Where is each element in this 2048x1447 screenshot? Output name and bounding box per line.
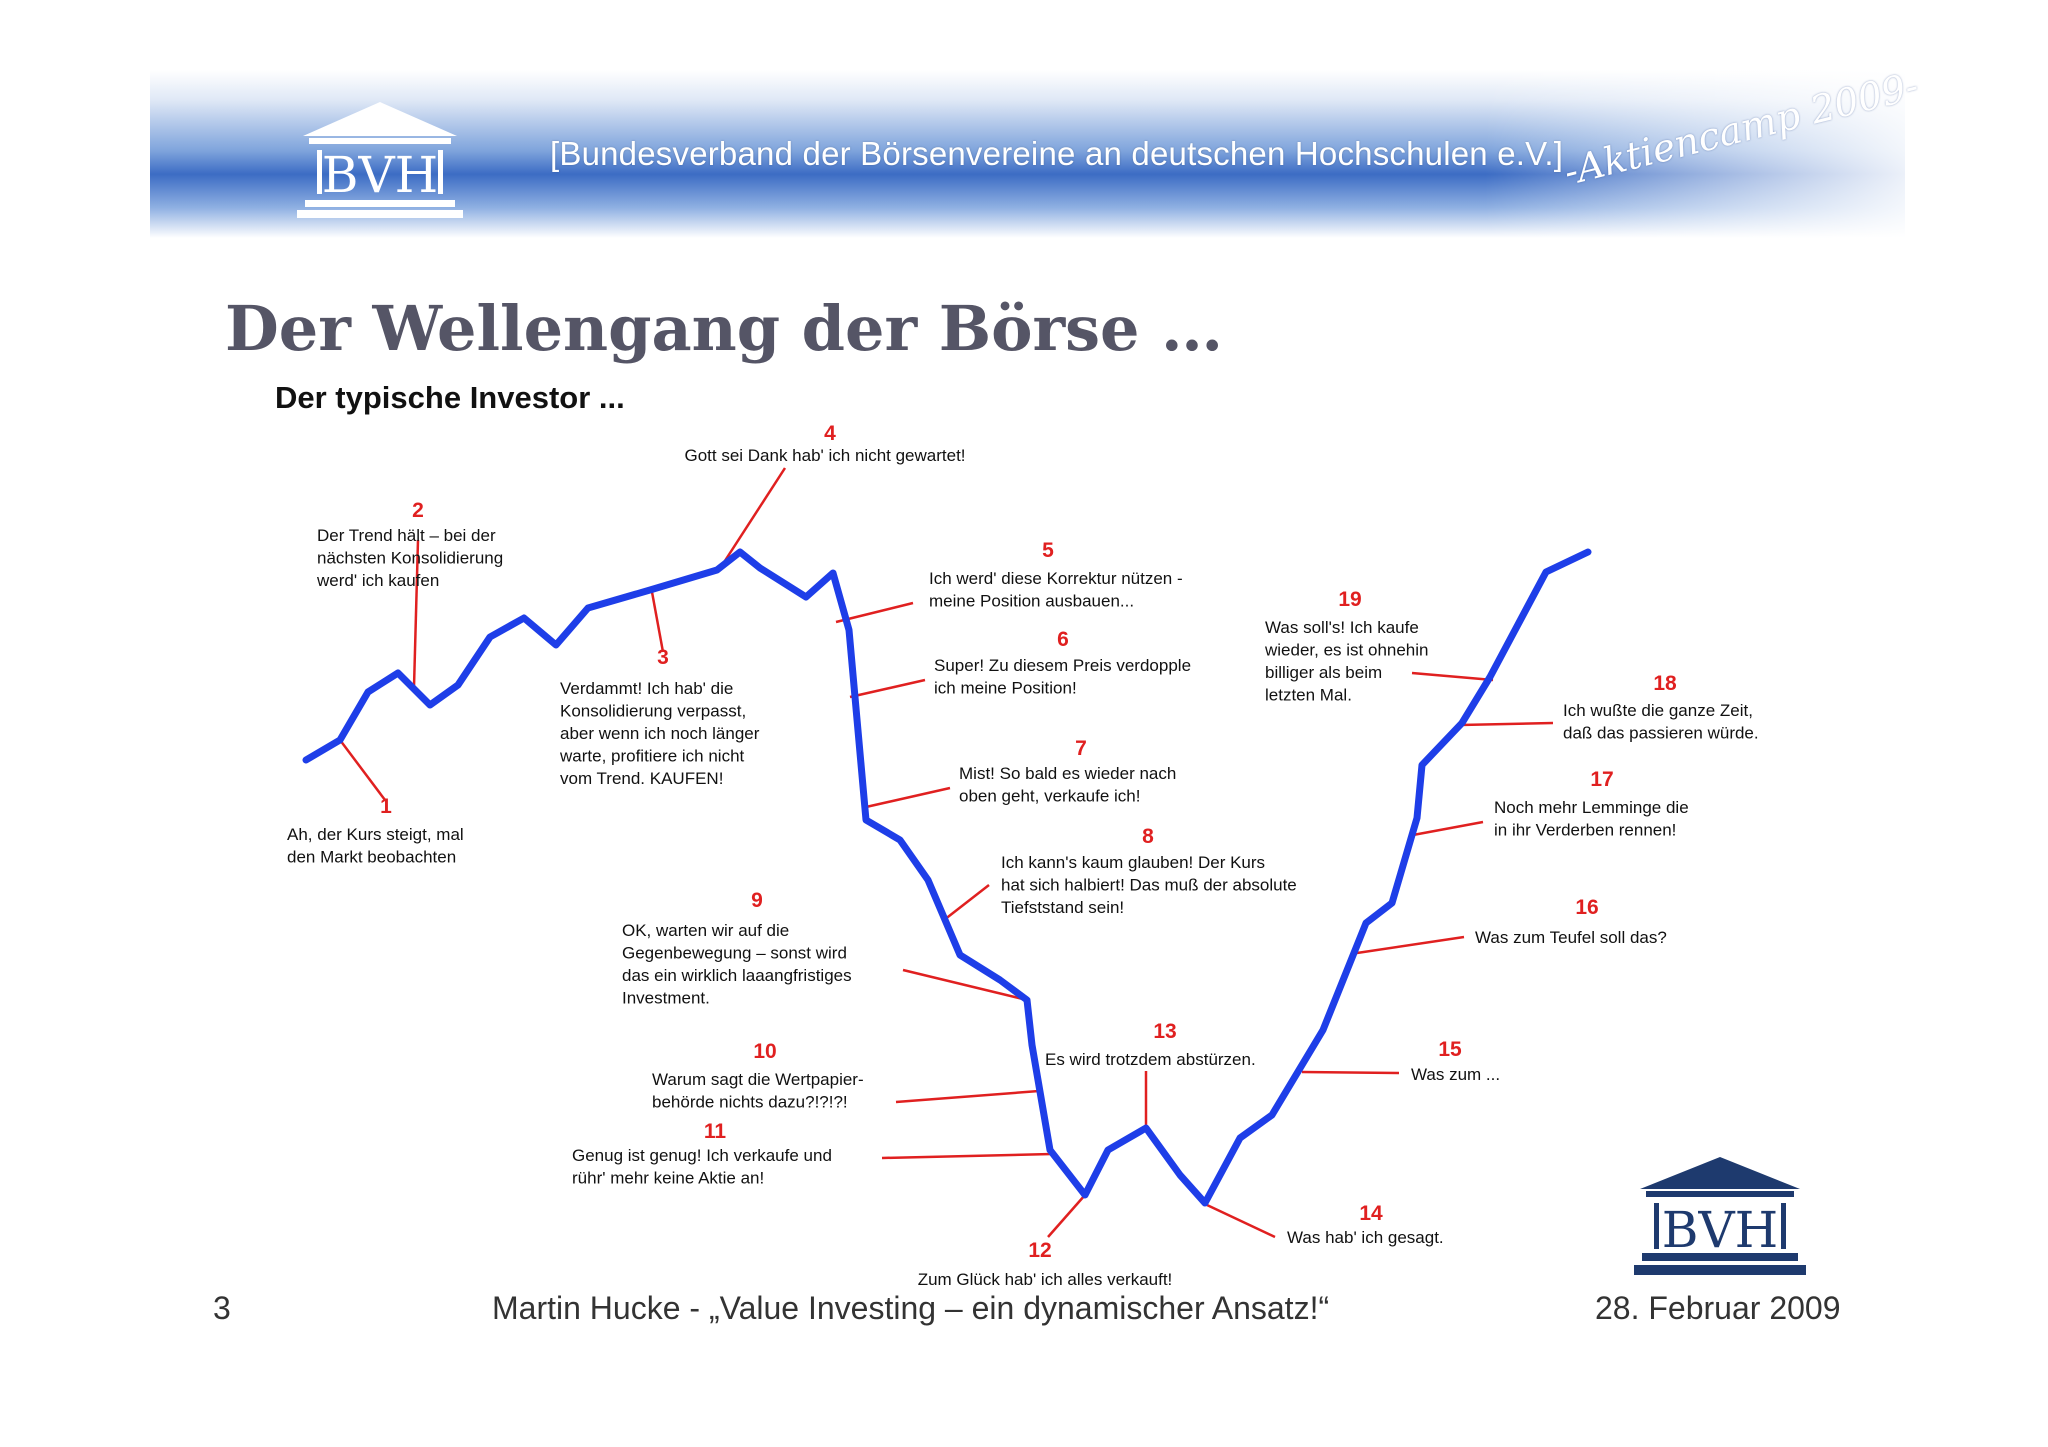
callout-line-8 bbox=[943, 884, 990, 921]
chart-panel bbox=[265, 380, 1865, 1292]
annotation-number-9: 9 bbox=[751, 889, 763, 912]
callout-line-17 bbox=[1412, 820, 1484, 837]
presentation-date: 28. Februar 2009 bbox=[1595, 1290, 1841, 1326]
bvh-logo-text: BVH bbox=[322, 146, 438, 204]
callout-line-18 bbox=[1459, 721, 1554, 727]
annotation-text-16: Was zum Teufel soll das? bbox=[1475, 928, 1667, 947]
bvh-logo-icon: BVH bbox=[297, 102, 463, 218]
callout-line-7 bbox=[865, 786, 951, 809]
annotation-text-18: Ich wußte die ganze Zeit, daß das passier… bbox=[1563, 701, 1759, 743]
callout-line-12 bbox=[1047, 1194, 1086, 1238]
annotation-number-4: 4 bbox=[824, 422, 836, 445]
annotation-number-17: 17 bbox=[1590, 768, 1613, 791]
annotation-text-14: Was hab' ich gesagt. bbox=[1287, 1228, 1444, 1247]
callout-line-10 bbox=[895, 1089, 1040, 1104]
annotation-number-12: 12 bbox=[1028, 1239, 1051, 1262]
page-title: Der Wellengang der Börse … bbox=[225, 292, 1224, 365]
callout-line-1 bbox=[339, 739, 386, 801]
annotation-number-2: 2 bbox=[412, 499, 424, 522]
annotation-number-11: 11 bbox=[704, 1120, 727, 1143]
annotation-number-13: 13 bbox=[1153, 1020, 1176, 1043]
annotation-text-7: Mist! So bald es wieder nach oben geht, v… bbox=[959, 764, 1176, 806]
callout-line-15 bbox=[1301, 1070, 1400, 1075]
org-name: [Bundesverband der Börsenvereine an deut… bbox=[550, 135, 1564, 172]
annotation-text-19: Was soll's! Ich kaufe wieder, es ist ohne… bbox=[1264, 618, 1429, 705]
annotation-text-13: Es wird trotzdem abstürzen. bbox=[1045, 1050, 1256, 1069]
annotation-text-1: Ah, der Kurs steigt, mal den Markt beobac… bbox=[287, 825, 464, 867]
annotation-number-3: 3 bbox=[657, 646, 669, 669]
annotation-number-19: 19 bbox=[1338, 588, 1361, 611]
callout-line-3 bbox=[650, 591, 665, 653]
callout-line-4 bbox=[717, 467, 787, 571]
annotation-text-3: Verdammt! Ich hab' die Konsolidierung ver… bbox=[559, 679, 760, 788]
annotation-number-6: 6 bbox=[1057, 628, 1069, 651]
annotation-number-16: 16 bbox=[1575, 896, 1598, 919]
annotation-text-10: Warum sagt die Wertpapier-behörde nichts… bbox=[652, 1070, 864, 1112]
annotation-text-12: Zum Glück hab' ich alles verkauft! bbox=[918, 1270, 1173, 1289]
callout-line-14 bbox=[1206, 1203, 1276, 1239]
annotation-text-4: Gott sei Dank hab' ich nicht gewartet! bbox=[684, 446, 965, 465]
annotation-text-17: Noch mehr Lemminge die in ihr Verderben r… bbox=[1494, 798, 1689, 840]
annotation-text-5: Ich werd' diese Korrektur nützen -meine … bbox=[929, 569, 1183, 611]
annotation-text-2: Der Trend hält – bei der nächsten Konsoli… bbox=[316, 526, 503, 590]
callout-line-19 bbox=[1411, 671, 1494, 682]
callout-line-9 bbox=[902, 968, 1028, 1002]
bvh-logo-bottom-icon: BVH bbox=[1634, 1157, 1806, 1275]
annotation-number-10: 10 bbox=[753, 1040, 776, 1063]
annotation-number-14: 14 bbox=[1359, 1202, 1383, 1225]
annotation-number-15: 15 bbox=[1438, 1038, 1462, 1061]
annotation-number-1: 1 bbox=[380, 795, 392, 818]
price-curve bbox=[302, 548, 1592, 1207]
annotation-number-8: 8 bbox=[1142, 825, 1154, 848]
callout-line-2 bbox=[412, 539, 420, 688]
callout-lines bbox=[339, 467, 1554, 1239]
presenter-line: Martin Hucke - „Value Investing – ein dy… bbox=[492, 1290, 1330, 1326]
callout-line-16 bbox=[1356, 935, 1465, 955]
page-number: 3 bbox=[213, 1290, 231, 1326]
annotation-text-15: Was zum ... bbox=[1411, 1065, 1500, 1084]
callout-line-6 bbox=[849, 678, 926, 699]
callout-line-11 bbox=[881, 1152, 1053, 1160]
annotation-number-5: 5 bbox=[1042, 539, 1054, 562]
annotation-text-6: Super! Zu diesem Preis verdopple ich mein… bbox=[934, 656, 1191, 698]
annotation-text-9: OK, warten wir auf die Gegenbewegung – so… bbox=[622, 921, 852, 1008]
annotation-text-8: Ich kann's kaum glauben! Der Kurs hat sic… bbox=[1001, 853, 1297, 917]
bvh-logo-bottom-text: BVH bbox=[1662, 1201, 1778, 1259]
annotation-number-18: 18 bbox=[1653, 672, 1677, 695]
annotation-labels: 1 Ah, der Kurs steigt, mal den Markt beoba… bbox=[287, 422, 1759, 1289]
annotation-text-11: Genug ist genug! Ich verkaufe und rühr' m… bbox=[572, 1146, 832, 1188]
annotation-number-7: 7 bbox=[1075, 737, 1087, 760]
chart-subtitle: Der typische Investor ... bbox=[275, 380, 625, 415]
